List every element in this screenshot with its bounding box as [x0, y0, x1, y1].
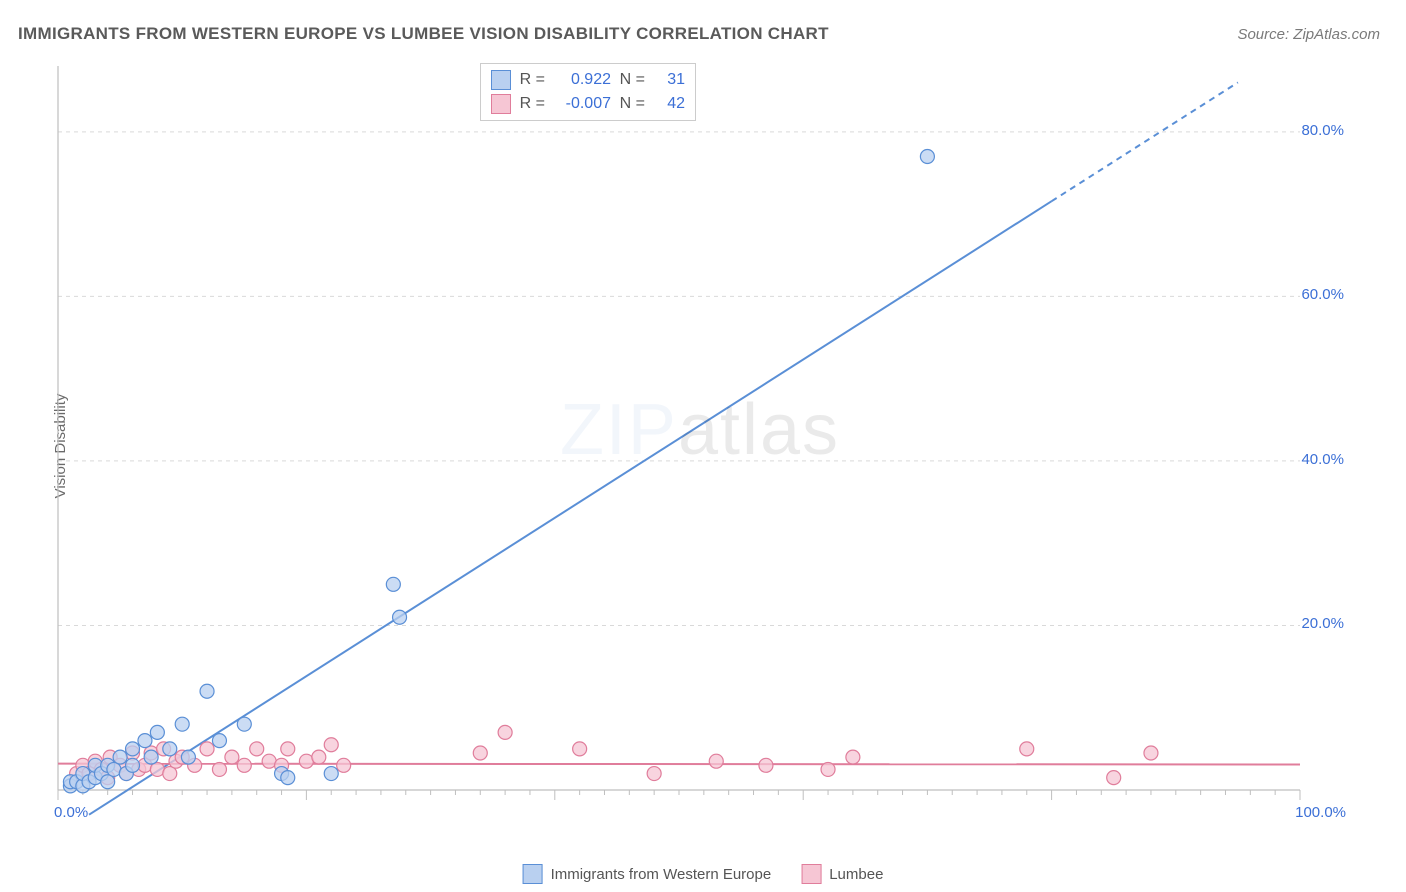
n-value: 31 — [651, 71, 685, 89]
r-label: R = — [517, 95, 545, 113]
y-tick-label: 80.0% — [1301, 122, 1344, 139]
r-label: R = — [517, 71, 545, 89]
r-value: -0.007 — [551, 95, 611, 113]
n-value: 42 — [651, 95, 685, 113]
series-swatch — [491, 94, 511, 114]
stats-legend-box: R = 0.922 N = 31 R = -0.007 N = 42 — [480, 63, 696, 121]
n-label: N = — [617, 71, 645, 89]
x-origin-label: 0.0% — [54, 804, 88, 821]
series-swatch — [523, 864, 543, 884]
y-tick-label: 60.0% — [1301, 286, 1344, 303]
legend-label: Immigrants from Western Europe — [551, 866, 772, 883]
y-tick-label: 20.0% — [1301, 615, 1344, 632]
r-value: 0.922 — [551, 71, 611, 89]
source-attribution: Source: ZipAtlas.com — [1237, 26, 1380, 43]
scatter-plot-area: ZIPatlas R =0.922N =31R =-0.007N =42 20.… — [50, 60, 1350, 830]
series-swatch — [801, 864, 821, 884]
y-tick-label: 40.0% — [1301, 451, 1344, 468]
series-swatch — [491, 70, 511, 90]
x-end-label: 100.0% — [1295, 804, 1346, 821]
chart-title: IMMIGRANTS FROM WESTERN EUROPE VS LUMBEE… — [18, 24, 829, 44]
legend-item: Lumbee — [801, 864, 883, 884]
stats-row: R = 0.922 N = 31 — [491, 68, 685, 92]
legend-label: Lumbee — [829, 866, 883, 883]
legend-item: Immigrants from Western Europe — [523, 864, 772, 884]
series-legend: Immigrants from Western Europe Lumbee — [523, 864, 884, 884]
n-label: N = — [617, 95, 645, 113]
plot-svg — [50, 60, 1350, 830]
stats-row: R = -0.007 N = 42 — [491, 92, 685, 116]
